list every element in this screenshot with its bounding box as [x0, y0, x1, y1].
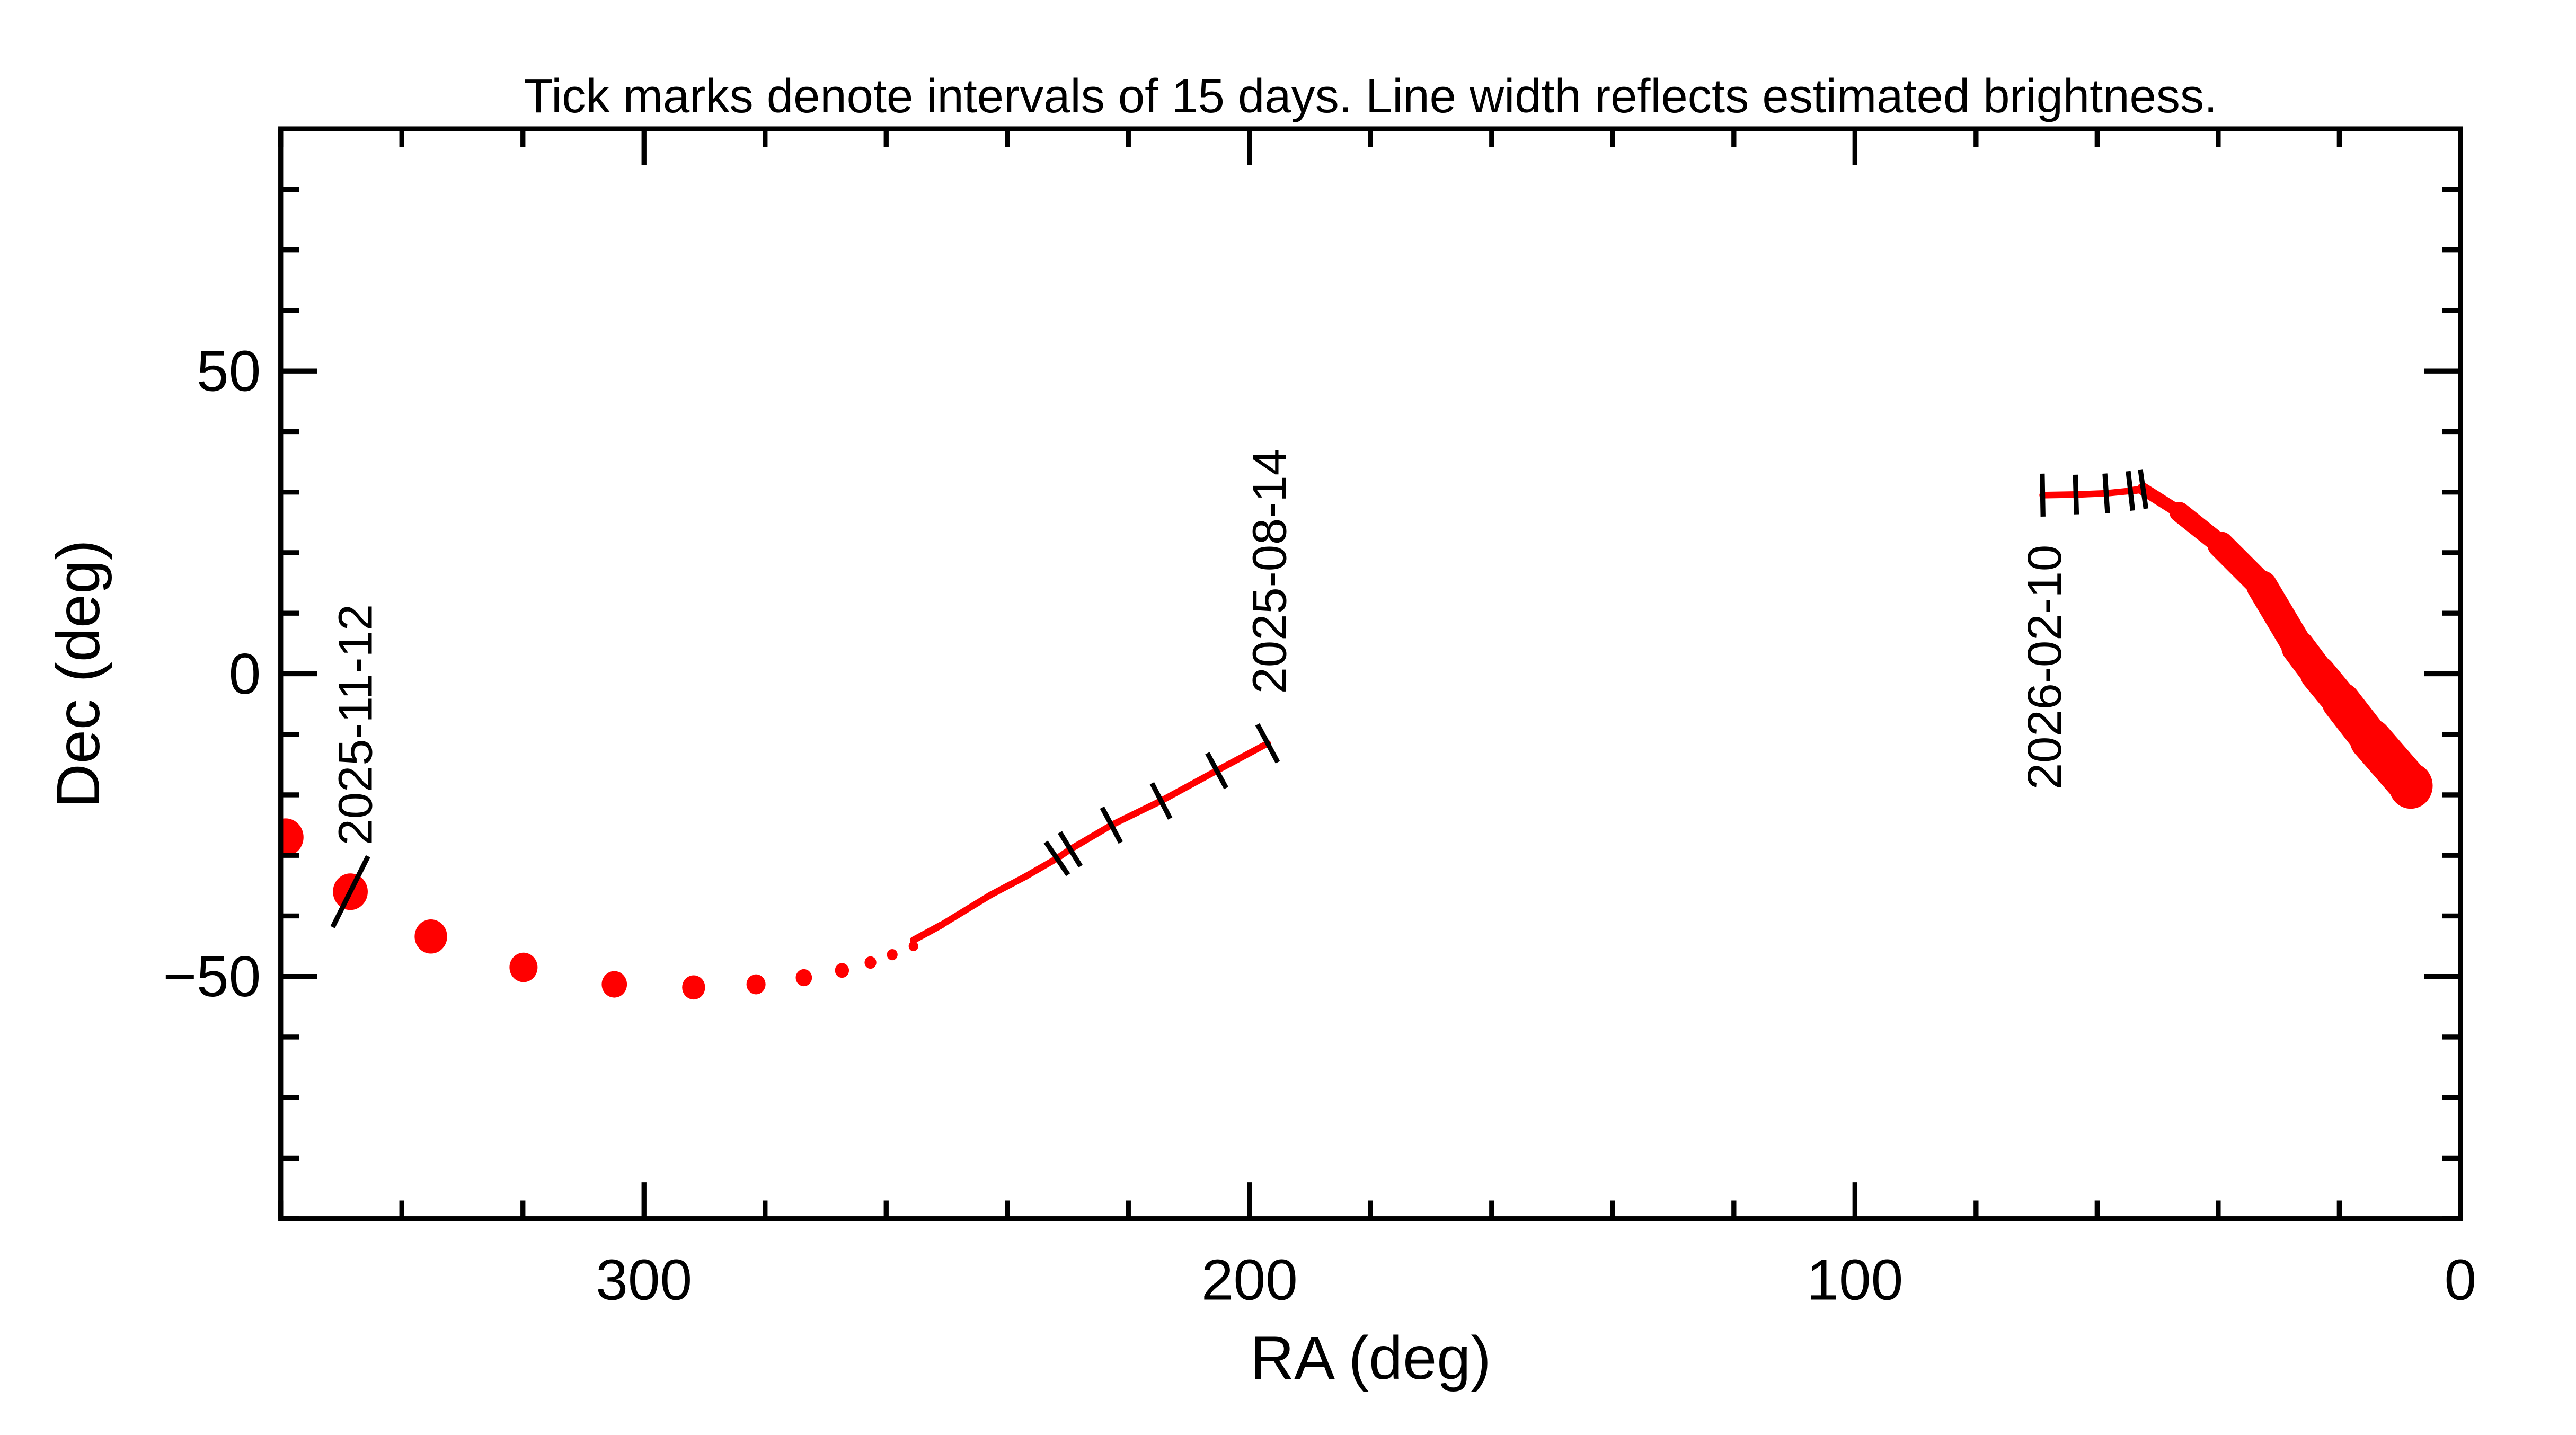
interval-tick — [1205, 752, 1228, 790]
chart-title: Tick marks denote intervals of 15 days. … — [524, 69, 2217, 123]
date-label: 2026-02-10 — [2018, 545, 2072, 790]
brightness-dot — [509, 952, 538, 982]
interval-tick — [2102, 473, 2110, 513]
track-segment — [2039, 491, 2079, 499]
brightness-dot — [601, 971, 627, 998]
track-segment — [1067, 821, 1115, 853]
track-segment — [1022, 855, 1060, 880]
brightness-dot — [887, 949, 898, 961]
track-segment — [2073, 490, 2110, 498]
interval-tick — [2126, 471, 2136, 511]
y-tick-label: 50 — [197, 339, 261, 404]
date-marker-tick — [330, 855, 370, 928]
interval-tick — [1255, 723, 1280, 764]
brightness-dot — [864, 956, 877, 969]
brightness-dot — [2300, 655, 2336, 692]
interval-tick — [2073, 474, 2079, 515]
plot-frame — [278, 126, 2463, 1221]
track-segment — [1157, 767, 1220, 804]
brightness-dot — [2281, 630, 2315, 665]
brightness-dot — [2350, 718, 2391, 761]
brightness-dot — [746, 974, 766, 995]
interval-tick — [1043, 840, 1070, 876]
track-segment — [987, 873, 1029, 898]
brightness-dot — [682, 975, 705, 1000]
interval-tick — [1149, 782, 1173, 820]
brightness-dot — [2322, 682, 2360, 721]
brightness-dot — [835, 963, 849, 978]
brightness-dot — [2388, 763, 2433, 809]
interval-tick — [2040, 473, 2046, 517]
y-axis-label: Dec (deg) — [45, 539, 112, 808]
brightness-dot — [280, 818, 304, 856]
axes: 300 200 100 0 50 0 −50 — [163, 126, 2477, 1312]
track-segment — [1108, 798, 1165, 829]
brightness-dot — [414, 919, 447, 954]
track-segment — [938, 891, 995, 928]
brightness-dot — [795, 969, 812, 987]
date-label: 2025-08-14 — [1243, 449, 1296, 694]
brightness-dot — [908, 941, 918, 952]
interval-tick — [1058, 831, 1083, 868]
x-tick-label: 200 — [1201, 1247, 1298, 1312]
y-tick-label: −50 — [163, 944, 261, 1009]
x-tick-label: 100 — [1807, 1247, 1903, 1312]
interval-tick — [1100, 806, 1123, 844]
x-axis-label: RA (deg) — [1250, 1324, 1491, 1392]
interval-tick — [2138, 469, 2149, 509]
x-tick-label: 0 — [2445, 1247, 2477, 1312]
track-segment — [910, 921, 945, 944]
track-segment — [2103, 488, 2134, 497]
y-tick-label: 0 — [229, 642, 261, 706]
plot-area — [280, 469, 2433, 1000]
date-label: 2025-11-12 — [329, 604, 383, 846]
track-segment — [1213, 740, 1271, 774]
x-tick-label: 300 — [596, 1247, 692, 1312]
